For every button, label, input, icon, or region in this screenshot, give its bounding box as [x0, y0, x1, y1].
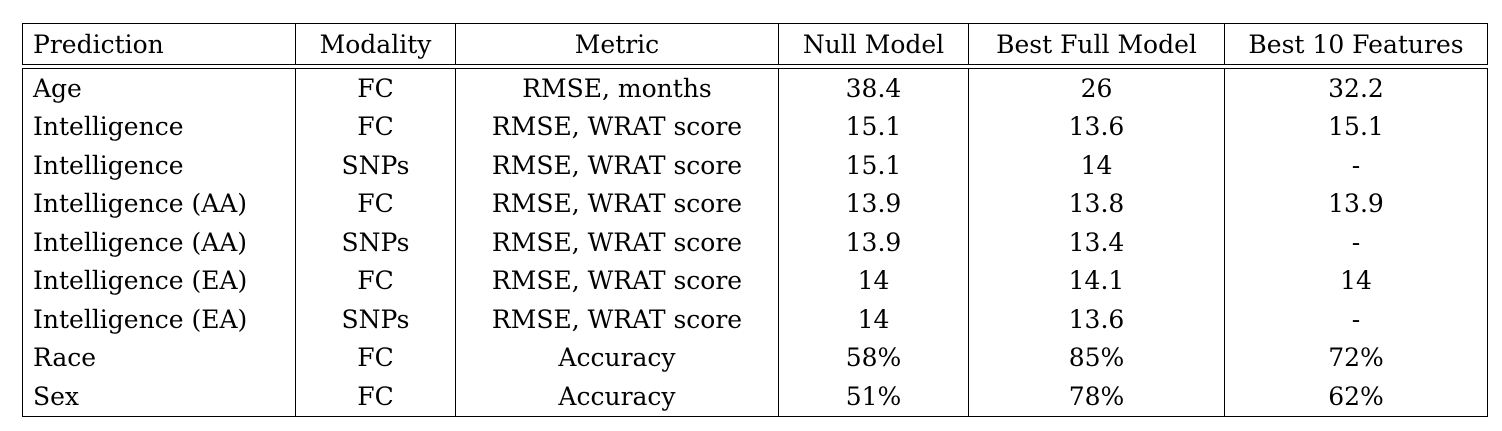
cell-null-model: 13.9 — [778, 184, 969, 223]
cell-metric: RMSE, WRAT score — [455, 107, 779, 146]
cell-prediction: Intelligence — [22, 146, 296, 185]
header-modality: Modality — [295, 23, 456, 65]
table-body: Age FC RMSE, months 38.4 26 32.2 Intelligence F… — [22, 68, 1488, 417]
cell-prediction: Intelligence (EA) — [22, 261, 296, 300]
cell-prediction: Sex — [22, 377, 296, 417]
cell-best-full-model: 14 — [968, 146, 1225, 185]
header-metric: Metric — [455, 23, 779, 65]
cell-best-10-features: 13.9 — [1224, 184, 1488, 223]
results-table: Prediction Modality Metric Null Model Be… — [22, 23, 1488, 417]
cell-metric: RMSE, WRAT score — [455, 223, 779, 262]
cell-best-10-features: 15.1 — [1224, 107, 1488, 146]
cell-null-model: 14 — [778, 300, 969, 339]
cell-modality: SNPs — [295, 146, 456, 185]
cell-metric: RMSE, WRAT score — [455, 146, 779, 185]
cell-null-model: 13.9 — [778, 223, 969, 262]
cell-best-10-features: 62% — [1224, 377, 1488, 417]
cell-metric: RMSE, months — [455, 68, 779, 108]
table-row: Intelligence (AA) SNPs RMSE, WRAT score 13.… — [22, 223, 1488, 262]
cell-best-full-model: 26 — [968, 68, 1225, 108]
cell-prediction: Intelligence (EA) — [22, 300, 296, 339]
cell-null-model: 51% — [778, 377, 969, 417]
cell-best-full-model: 13.6 — [968, 300, 1225, 339]
cell-modality: SNPs — [295, 223, 456, 262]
cell-best-10-features: - — [1224, 146, 1488, 185]
cell-metric: Accuracy — [455, 377, 779, 417]
cell-best-full-model: 85% — [968, 338, 1225, 377]
cell-modality: FC — [295, 377, 456, 417]
cell-modality: FC — [295, 261, 456, 300]
cell-prediction: Intelligence (AA) — [22, 223, 296, 262]
cell-metric: RMSE, WRAT score — [455, 261, 779, 300]
cell-null-model: 58% — [778, 338, 969, 377]
cell-best-10-features: - — [1224, 223, 1488, 262]
cell-best-10-features: - — [1224, 300, 1488, 339]
table-row: Intelligence (AA) FC RMSE, WRAT score 13.9 1… — [22, 184, 1488, 223]
header-null-model: Null Model — [778, 23, 969, 65]
cell-prediction: Intelligence — [22, 107, 296, 146]
cell-metric: Accuracy — [455, 338, 779, 377]
header-best-full-model: Best Full Model — [968, 23, 1225, 65]
cell-null-model: 38.4 — [778, 68, 969, 108]
header-best-10-features: Best 10 Features — [1224, 23, 1488, 65]
table-row: Age FC RMSE, months 38.4 26 32.2 — [22, 68, 1488, 108]
header-row: Prediction Modality Metric Null Model Be… — [22, 23, 1488, 65]
results-table-container: Prediction Modality Metric Null Model Be… — [22, 23, 1488, 417]
cell-best-10-features: 72% — [1224, 338, 1488, 377]
cell-null-model: 14 — [778, 261, 969, 300]
cell-modality: FC — [295, 68, 456, 108]
cell-prediction: Race — [22, 338, 296, 377]
cell-best-full-model: 14.1 — [968, 261, 1225, 300]
cell-modality: FC — [295, 107, 456, 146]
cell-best-full-model: 78% — [968, 377, 1225, 417]
cell-best-full-model: 13.6 — [968, 107, 1225, 146]
cell-null-model: 15.1 — [778, 107, 969, 146]
table-header: Prediction Modality Metric Null Model Be… — [22, 23, 1488, 69]
cell-modality: FC — [295, 338, 456, 377]
cell-metric: RMSE, WRAT score — [455, 300, 779, 339]
cell-best-10-features: 14 — [1224, 261, 1488, 300]
cell-best-full-model: 13.8 — [968, 184, 1225, 223]
header-prediction: Prediction — [22, 23, 296, 65]
cell-best-full-model: 13.4 — [968, 223, 1225, 262]
table-row: Intelligence (EA) SNPs RMSE, WRAT score 14 1… — [22, 300, 1488, 339]
cell-modality: SNPs — [295, 300, 456, 339]
cell-prediction: Intelligence (AA) — [22, 184, 296, 223]
cell-best-10-features: 32.2 — [1224, 68, 1488, 108]
cell-modality: FC — [295, 184, 456, 223]
table-row: Sex FC Accuracy 51% 78% 62% — [22, 377, 1488, 417]
table-row: Race FC Accuracy 58% 85% 72% — [22, 338, 1488, 377]
cell-metric: RMSE, WRAT score — [455, 184, 779, 223]
table-row: Intelligence (EA) FC RMSE, WRAT score 14 14.… — [22, 261, 1488, 300]
cell-prediction: Age — [22, 68, 296, 108]
table-row: Intelligence SNPs RMSE, WRAT score 15.1 14- — [22, 146, 1488, 185]
cell-null-model: 15.1 — [778, 146, 969, 185]
table-row: Intelligence FC RMSE, WRAT score 15.1 13.6 15… — [22, 107, 1488, 146]
